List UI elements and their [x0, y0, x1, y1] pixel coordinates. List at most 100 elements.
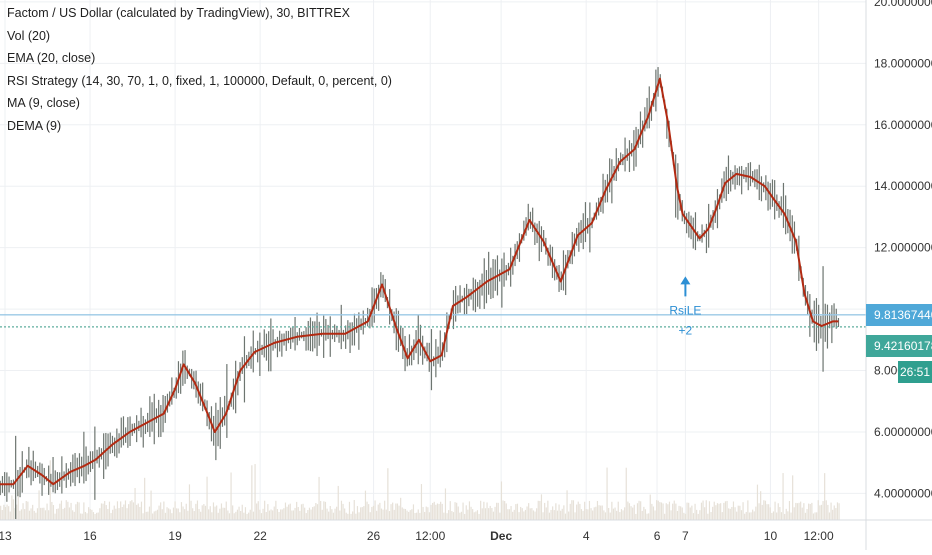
volume-bar [736, 511, 738, 520]
volume-bar [636, 503, 639, 520]
volume-bar [336, 506, 338, 520]
volume-bar [566, 490, 568, 520]
volume-bar [195, 503, 197, 520]
volume-bar [318, 476, 320, 520]
volume-bar [147, 511, 149, 520]
volume-bar [489, 505, 491, 520]
volume-bar [411, 509, 413, 520]
indicator-ma[interactable]: MA (9, close) [7, 96, 80, 111]
volume-bar [721, 512, 723, 520]
volume-bar [176, 508, 178, 520]
volume-bar [438, 503, 440, 520]
volume-bar [526, 506, 528, 520]
volume-bar [156, 509, 159, 520]
signal-arrow-head [680, 276, 691, 285]
volume-bar [457, 506, 459, 520]
volume-bar [140, 501, 143, 520]
volume-bar [460, 511, 463, 520]
volume-bar [251, 465, 253, 520]
volume-bar [804, 512, 807, 520]
volume-bar [227, 510, 229, 520]
volume-bar [700, 502, 703, 520]
volume-bar [472, 509, 474, 520]
volume-bar [20, 509, 23, 520]
volume-bar [785, 508, 787, 520]
volume-bar [518, 512, 520, 520]
indicator-vol[interactable]: Vol (20) [7, 28, 51, 43]
signal-qty: +2 [679, 323, 693, 337]
volume-bar [150, 490, 152, 520]
volume-bar [355, 513, 357, 520]
volume-bar [296, 501, 298, 520]
volume-bar [67, 501, 69, 520]
volume-bar [529, 508, 531, 520]
volume-bar [116, 501, 119, 520]
volume-bar [451, 511, 453, 520]
volume-bar [774, 501, 776, 520]
volume-bar [484, 508, 487, 520]
y-tick-label: 4.00000000 [874, 486, 932, 500]
indicator-rsi-strategy[interactable]: RSI Strategy (14, 30, 70, 1, 0, fixed, 1… [7, 73, 392, 88]
volume-bar [723, 502, 725, 520]
volume-bar [387, 468, 389, 520]
volume-bar [425, 506, 427, 520]
volume-bar [633, 504, 635, 520]
volume-bar [390, 504, 392, 520]
volume-bar [265, 511, 267, 520]
volume-bar [59, 503, 61, 520]
volume-bar [120, 501, 122, 520]
volume-bar [409, 510, 411, 520]
volume-bar [164, 512, 167, 520]
volume-bar [467, 509, 469, 520]
volume-bar [648, 513, 650, 520]
indicator-ema[interactable]: EMA (20, close) [7, 51, 96, 66]
volume-bar [131, 500, 133, 520]
volume-bar [651, 503, 653, 520]
volume-bar [352, 511, 354, 520]
volume-bar [358, 512, 360, 520]
volume-bar [836, 502, 839, 520]
volume-bar [49, 460, 51, 520]
volume-bar [177, 508, 179, 520]
volume-bar [619, 512, 621, 520]
volume-bar [497, 502, 499, 520]
volume-bar [478, 513, 480, 520]
indicator-dema[interactable]: DEMA (9) [7, 118, 62, 133]
volume-bar [537, 500, 539, 520]
volume-bar [796, 503, 799, 520]
volume-bar [254, 464, 256, 520]
volume-bar [86, 513, 88, 520]
volume-bar [652, 506, 655, 520]
volume-bar [324, 501, 327, 520]
volume-bar [113, 505, 115, 520]
volume-bar [299, 510, 301, 520]
volume-bar [297, 507, 299, 520]
volume-bar [552, 506, 554, 520]
volume-bar [806, 509, 808, 520]
volume-bar [376, 510, 378, 520]
volume-bar [726, 500, 728, 520]
volume-bar [656, 500, 658, 520]
volume-bar [520, 506, 522, 520]
volume-bar [118, 508, 120, 520]
volume-bar [470, 506, 472, 520]
volume-bar [769, 507, 771, 520]
volume-bar [4, 507, 7, 520]
volume-bar [404, 508, 407, 520]
volume-bar [217, 512, 219, 520]
y-tick-label: 18.00000000 [874, 56, 932, 70]
volume-bar [433, 501, 435, 520]
volume-bar [688, 502, 690, 520]
volume-bar [692, 513, 695, 520]
volume-bar [171, 513, 173, 520]
volume-bar [755, 506, 757, 520]
volume-bar [539, 500, 541, 520]
volume-bar [193, 511, 195, 520]
volume-bar [408, 511, 410, 520]
volume-bar [728, 508, 730, 520]
volume-bar [94, 513, 96, 520]
volume-bar [441, 503, 443, 520]
volume-bar [342, 503, 344, 520]
